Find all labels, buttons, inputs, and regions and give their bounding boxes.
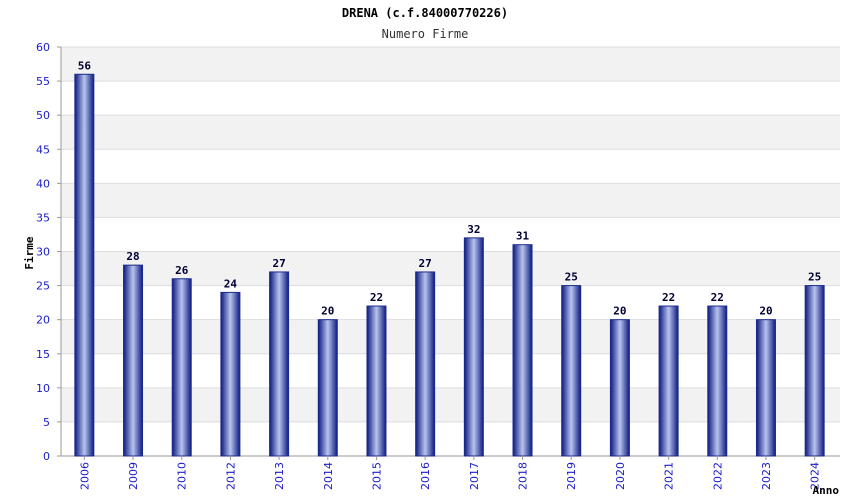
bar [171, 278, 192, 457]
chart-subtitle: Numero Firme [382, 27, 469, 41]
y-axis-label: Firme [23, 236, 36, 269]
data-label: 31 [516, 230, 530, 243]
grid-band [61, 183, 840, 218]
x-tick-label: 2019 [565, 462, 578, 490]
data-label: 26 [175, 264, 189, 277]
x-tick-label: 2016 [419, 462, 432, 490]
grid-band [61, 47, 840, 82]
data-label: 25 [808, 271, 821, 284]
data-label: 56 [78, 59, 92, 72]
bar [123, 264, 144, 457]
y-tick-label: 15 [36, 348, 50, 361]
data-label: 27 [419, 257, 432, 270]
data-label: 25 [565, 271, 578, 284]
y-tick-label: 60 [36, 41, 50, 54]
data-label: 20 [759, 305, 772, 318]
data-label: 22 [662, 291, 675, 304]
bar [512, 244, 533, 457]
bar [220, 291, 241, 457]
data-label: 22 [711, 291, 724, 304]
bar [755, 319, 776, 457]
y-tick-label: 40 [36, 177, 50, 190]
x-tick-label: 2006 [78, 462, 91, 490]
bar [658, 305, 679, 457]
y-tick-label: 30 [36, 246, 50, 259]
chart-title: DRENA (c.f.84000770226) [342, 6, 508, 20]
y-tick-label: 50 [36, 109, 50, 122]
x-tick-label: 2013 [273, 462, 286, 490]
x-tick-label: 2020 [614, 462, 627, 490]
y-tick-label: 45 [36, 143, 50, 156]
x-tick-label: 2015 [370, 462, 383, 490]
data-label: 20 [321, 305, 334, 318]
data-label: 32 [467, 223, 480, 236]
y-tick-label: 5 [43, 416, 50, 429]
bar [609, 319, 630, 457]
data-label: 28 [126, 250, 139, 263]
bar [74, 73, 95, 457]
x-tick-label: 2010 [176, 462, 189, 490]
bars: 56 28 26 24 27 20 22 27 32 31 25 20 22 22 20 25 [74, 59, 825, 457]
y-tick-label: 35 [36, 211, 50, 224]
data-label: 27 [272, 257, 285, 270]
data-label: 22 [370, 291, 383, 304]
x-tick-label: 2012 [224, 462, 237, 490]
x-tick-label: 2017 [468, 462, 481, 490]
x-tick-label: 2023 [760, 462, 773, 490]
y-tick-label: 0 [43, 450, 50, 463]
bar [415, 271, 436, 457]
y-tick-label: 10 [36, 382, 50, 395]
x-tick-label: 2014 [322, 462, 335, 490]
x-axis-ticks: 2006 2009 2010 2012 2013 2014 2015 2016 2017 2018… [78, 456, 822, 490]
grid-band [61, 115, 840, 150]
bar [804, 285, 825, 457]
bar [707, 305, 728, 457]
data-label: 24 [224, 277, 238, 290]
bar [366, 305, 387, 457]
bar [463, 237, 484, 457]
y-tick-label: 25 [36, 280, 50, 293]
x-tick-label: 2022 [711, 462, 724, 490]
bar [269, 271, 290, 457]
x-tick-label: 2009 [127, 462, 140, 490]
data-label: 20 [613, 305, 626, 318]
x-tick-label: 2021 [663, 462, 676, 490]
x-tick-label: 2024 [809, 462, 822, 490]
bar [317, 319, 338, 457]
x-axis-label: Anno [813, 484, 840, 497]
y-tick-label: 20 [36, 314, 50, 327]
x-tick-label: 2018 [517, 462, 530, 490]
y-tick-label: 55 [36, 75, 50, 88]
y-axis-ticks: 0 5 10 15 20 25 30 35 40 45 50 55 60 [36, 41, 61, 463]
bar [561, 285, 582, 457]
